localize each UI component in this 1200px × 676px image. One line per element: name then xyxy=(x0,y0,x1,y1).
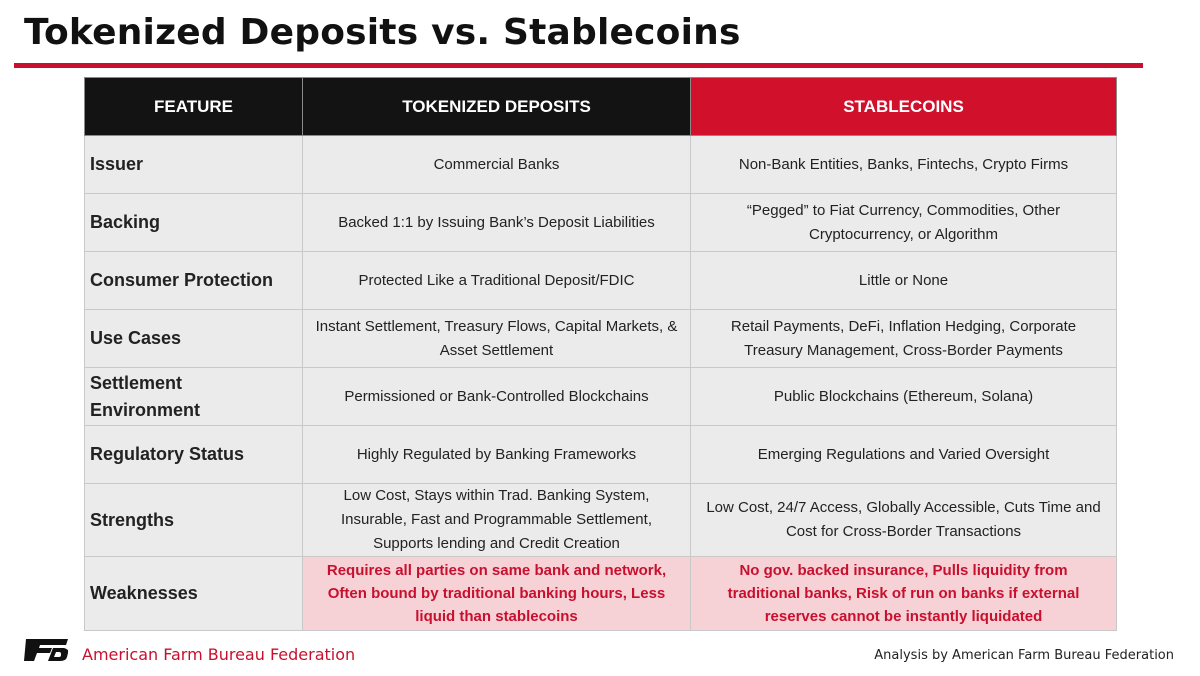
comparison-table: FEATURE TOKENIZED DEPOSITS STABLECOINS I… xyxy=(84,77,1117,631)
tokenized-value: Requires all parties on same bank and ne… xyxy=(302,556,691,631)
stablecoins-value: Retail Payments, DeFi, Inflation Hedging… xyxy=(690,309,1117,368)
tokenized-value: Permissioned or Bank-Controlled Blockcha… xyxy=(302,367,691,426)
tokenized-value: Highly Regulated by Banking Frameworks xyxy=(302,425,691,484)
feature-label: Weaknesses xyxy=(84,556,303,631)
tokenized-value: Backed 1:1 by Issuing Bank’s Deposit Lia… xyxy=(302,193,691,252)
tokenized-value: Low Cost, Stays within Trad. Banking Sys… xyxy=(302,483,691,557)
stablecoins-value: Non-Bank Entities, Banks, Fintechs, Cryp… xyxy=(690,135,1117,194)
stablecoins-value: No gov. backed insurance, Pulls liquidit… xyxy=(690,556,1117,631)
title-divider xyxy=(14,63,1143,68)
table-row: Issuer Commercial Banks Non-Bank Entitie… xyxy=(84,135,1117,194)
stablecoins-value: Low Cost, 24/7 Access, Globally Accessib… xyxy=(690,483,1117,557)
table-row: Regulatory Status Highly Regulated by Ba… xyxy=(84,425,1117,484)
header-stablecoins: STABLECOINS xyxy=(690,77,1117,136)
table-row: Weaknesses Requires all parties on same … xyxy=(84,556,1117,631)
table-row: Settlement Environment Permissioned or B… xyxy=(84,367,1117,426)
org-name: American Farm Bureau Federation xyxy=(82,645,356,664)
tokenized-value: Commercial Banks xyxy=(302,135,691,194)
farm-bureau-logo-icon xyxy=(24,639,69,661)
table-row: Use Cases Instant Settlement, Treasury F… xyxy=(84,309,1117,368)
feature-label: Use Cases xyxy=(84,309,303,368)
header-row: FEATURE TOKENIZED DEPOSITS STABLECOINS xyxy=(84,77,1117,136)
feature-label: Issuer xyxy=(84,135,303,194)
feature-label: Settlement Environment xyxy=(84,367,303,426)
stablecoins-value: Public Blockchains (Ethereum, Solana) xyxy=(690,367,1117,426)
page-title: Tokenized Deposits vs. Stablecoins xyxy=(24,12,741,53)
stablecoins-value: Little or None xyxy=(690,251,1117,310)
stablecoins-value: “Pegged” to Fiat Currency, Commodities, … xyxy=(690,193,1117,252)
feature-label: Strengths xyxy=(84,483,303,557)
feature-label: Consumer Protection xyxy=(84,251,303,310)
feature-label: Regulatory Status xyxy=(84,425,303,484)
tokenized-value: Instant Settlement, Treasury Flows, Capi… xyxy=(302,309,691,368)
stablecoins-value: Emerging Regulations and Varied Oversigh… xyxy=(690,425,1117,484)
table-row: Strengths Low Cost, Stays within Trad. B… xyxy=(84,483,1117,557)
header-tokenized-deposits: TOKENIZED DEPOSITS xyxy=(302,77,691,136)
feature-label: Backing xyxy=(84,193,303,252)
table-row: Consumer Protection Protected Like a Tra… xyxy=(84,251,1117,310)
analysis-credit: Analysis by American Farm Bureau Federat… xyxy=(874,648,1174,663)
header-feature: FEATURE xyxy=(84,77,303,136)
tokenized-value: Protected Like a Traditional Deposit/FDI… xyxy=(302,251,691,310)
table-row: Backing Backed 1:1 by Issuing Bank’s Dep… xyxy=(84,193,1117,252)
